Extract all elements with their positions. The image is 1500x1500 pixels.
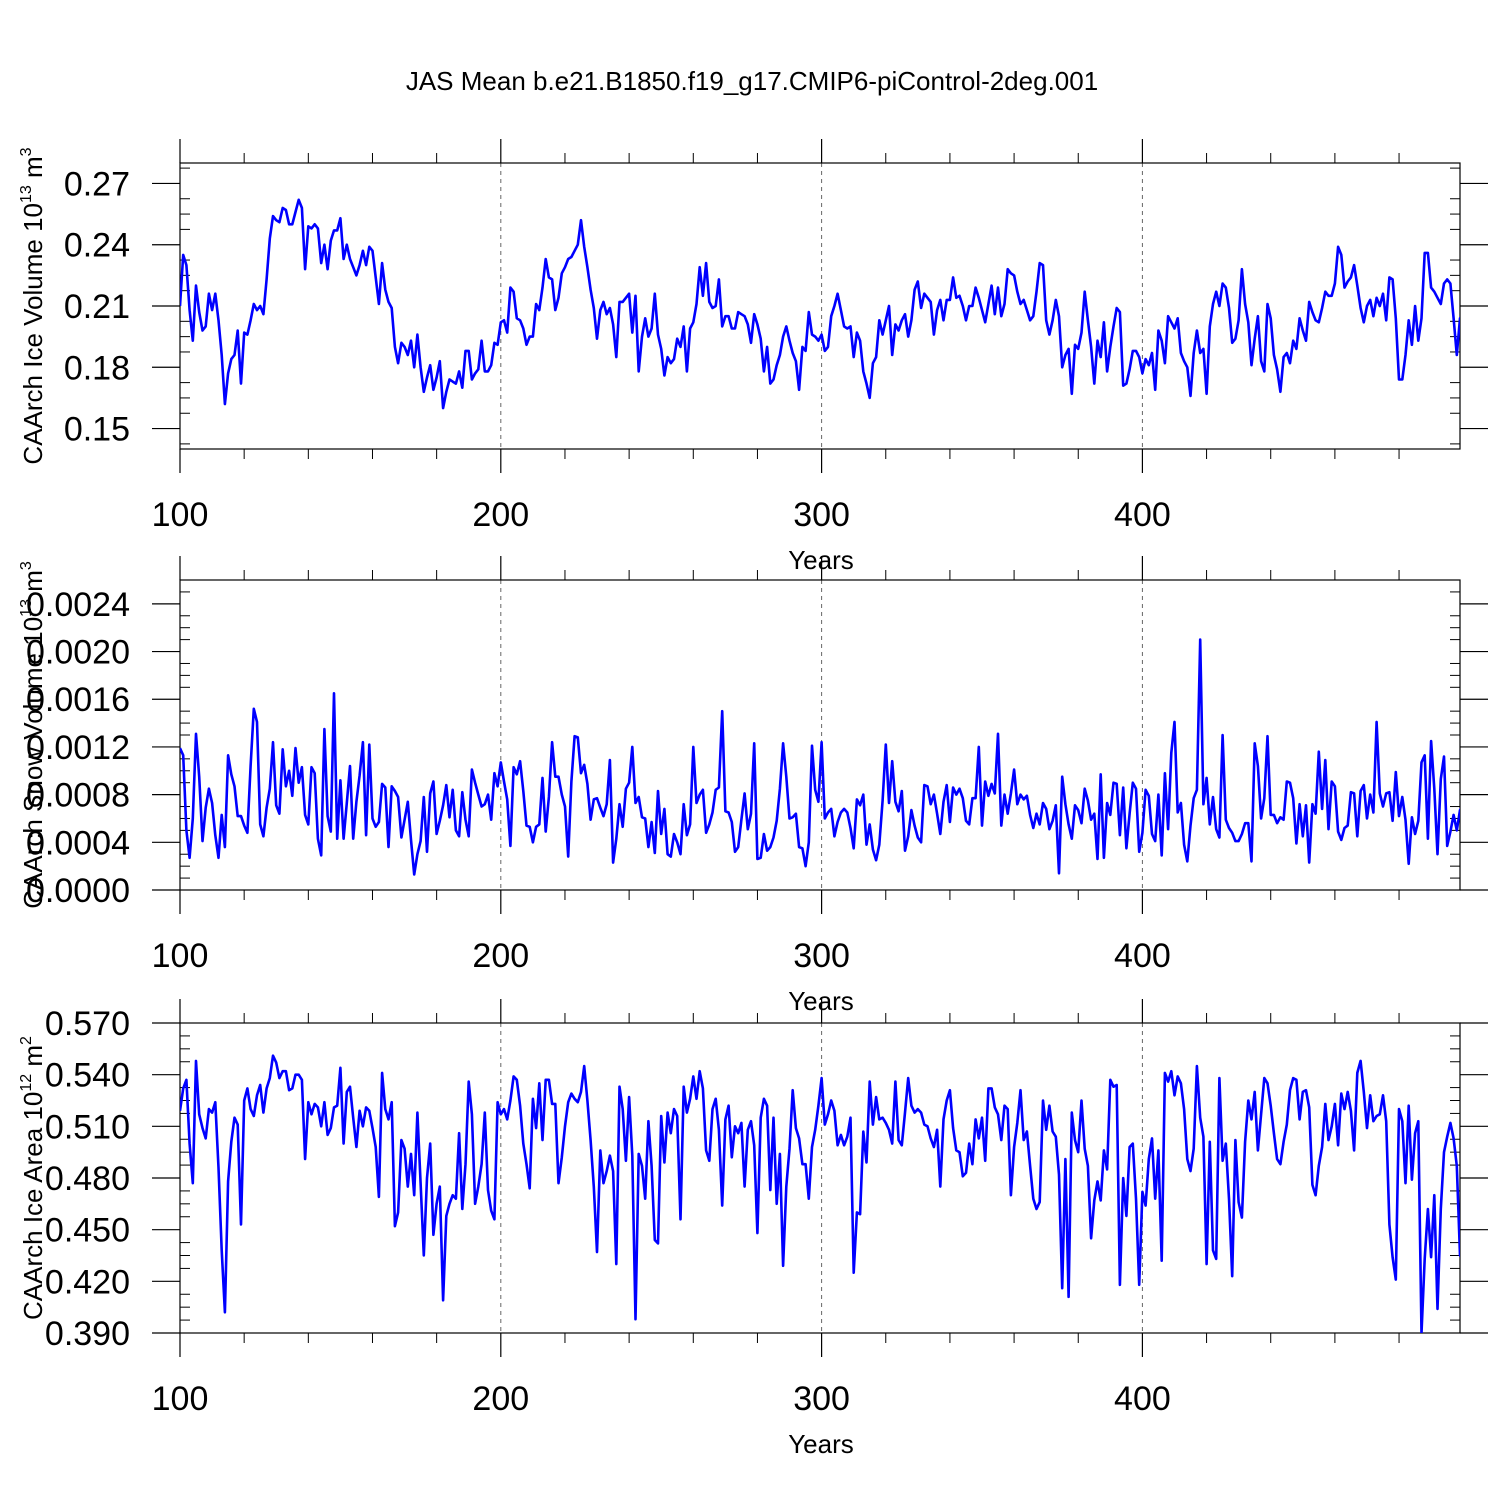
x-tick-label: 400 [1114, 937, 1171, 975]
y-tick-label: 0.450 [45, 1212, 130, 1250]
y-tick-label: 0.0004 [26, 824, 130, 862]
y-tick-label: 0.0024 [26, 586, 130, 624]
y-tick-label: 0.540 [45, 1057, 130, 1095]
y-tick-label: 0.480 [45, 1160, 130, 1198]
y-tick-label: 0.390 [45, 1315, 130, 1353]
panels: 100 200 300 400 0.27 0.24 0.21 0.18 0.15 Years CAA… [18, 139, 1488, 1459]
y-tick-label: 0.0000 [26, 872, 130, 910]
y-tick-label: 0.570 [45, 1005, 130, 1043]
y-tick-label: 0.0008 [26, 777, 130, 815]
y-tick-label: 0.0012 [26, 729, 130, 767]
chart-panel-1: 100 200 300 400 0.27 0.24 0.21 0.18 0.15 Years CAA… [18, 139, 1488, 575]
x-tick-label: 300 [793, 496, 850, 534]
x-tick-label: 400 [1114, 1380, 1171, 1418]
series-line-3 [180, 1054, 1460, 1333]
chart-panel-3: 100 200 300 400 0.570 0.540 0.510 0.480 0.450 0.4… [18, 999, 1488, 1459]
x-tick-label: 100 [152, 496, 209, 534]
figure-title: JAS Mean b.e21.B1850.f19_g17.CMIP6-piCon… [406, 66, 1098, 96]
x-tick-label: 300 [793, 1380, 850, 1418]
chart-panel-2: 100 200 300 400 0.0024 0.0020 0.0016 0.0012 0.00… [18, 556, 1488, 1016]
y-axis-label: CAArch Ice Area 1012 m2 [18, 1036, 48, 1320]
x-tick-label: 200 [472, 1380, 529, 1418]
x-axis-label: Years [788, 986, 854, 1016]
plot-frame [179, 579, 1461, 891]
y-tick-label: 0.15 [64, 411, 130, 449]
x-tick-label: 200 [472, 937, 529, 975]
x-axis-label: Years [788, 1429, 854, 1459]
y-tick-label: 0.27 [64, 165, 130, 203]
x-tick-label: 100 [152, 1380, 209, 1418]
x-tick-label: 400 [1114, 496, 1171, 534]
y-tick-label: 0.0016 [26, 681, 130, 719]
x-tick-label: 200 [472, 496, 529, 534]
plot-frame [179, 1022, 1461, 1334]
x-tick-label: 100 [152, 937, 209, 975]
x-axis-label: Years [788, 545, 854, 575]
x-tick-label: 300 [793, 937, 850, 975]
y-tick-label: 0.420 [45, 1263, 130, 1301]
y-axis-label: CAArch Ice Volume 1013 m3 [18, 147, 48, 464]
y-tick-label: 0.21 [64, 288, 130, 326]
y-axis-label: CAArch Snow Volume 1013 m3 [18, 561, 48, 909]
y-tick-label: 0.510 [45, 1108, 130, 1146]
series-line-1 [180, 198, 1460, 410]
y-tick-label: 0.18 [64, 349, 130, 387]
series-line-2 [180, 638, 1460, 876]
y-tick-label: 0.0020 [26, 634, 130, 672]
y-tick-label: 0.24 [64, 227, 130, 265]
